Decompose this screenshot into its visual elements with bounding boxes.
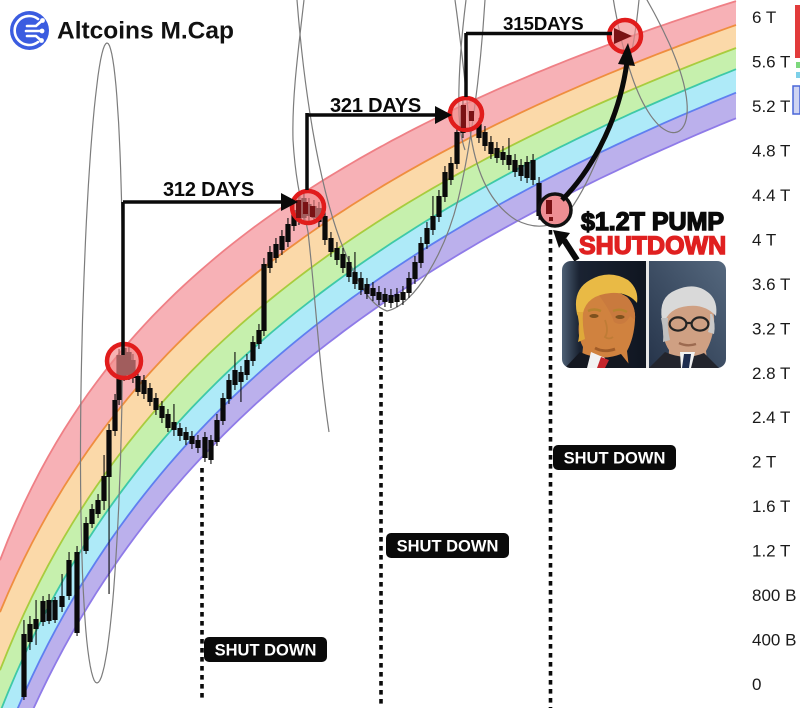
svg-text:SHUT DOWN: SHUT DOWN bbox=[564, 450, 666, 468]
svg-text:3.2 T: 3.2 T bbox=[752, 319, 790, 338]
svg-text:0: 0 bbox=[752, 675, 761, 694]
svg-text:312 DAYS: 312 DAYS bbox=[163, 179, 254, 201]
svg-text:400 B: 400 B bbox=[752, 631, 796, 650]
svg-text:1.2 T: 1.2 T bbox=[752, 542, 790, 561]
svg-text:4.8 T: 4.8 T bbox=[752, 141, 790, 160]
svg-text:$1.2T PUMP: $1.2T PUMP bbox=[581, 208, 724, 236]
svg-text:5.2 T: 5.2 T bbox=[752, 97, 790, 116]
svg-text:321 DAYS: 321 DAYS bbox=[330, 95, 421, 117]
svg-text:4.4 T: 4.4 T bbox=[752, 186, 790, 205]
svg-text:800 B: 800 B bbox=[752, 586, 796, 605]
svg-text:5.6 T: 5.6 T bbox=[752, 53, 790, 72]
svg-text:2.4 T: 2.4 T bbox=[752, 408, 790, 427]
svg-text:6 T: 6 T bbox=[752, 8, 776, 27]
svg-text:Altcoins M.Cap: Altcoins M.Cap bbox=[57, 18, 234, 45]
svg-text:SHUT DOWN: SHUT DOWN bbox=[215, 642, 317, 660]
svg-text:3.6 T: 3.6 T bbox=[752, 275, 790, 294]
svg-text:1.6 T: 1.6 T bbox=[752, 497, 790, 516]
svg-text:SHUTDOWN: SHUTDOWN bbox=[579, 232, 726, 260]
svg-text:2 T: 2 T bbox=[752, 453, 776, 472]
svg-text:2.8 T: 2.8 T bbox=[752, 364, 790, 383]
svg-text:4 T: 4 T bbox=[752, 230, 776, 249]
svg-text:SHUT DOWN: SHUT DOWN bbox=[397, 538, 499, 556]
svg-text:315DAYS: 315DAYS bbox=[503, 13, 583, 34]
